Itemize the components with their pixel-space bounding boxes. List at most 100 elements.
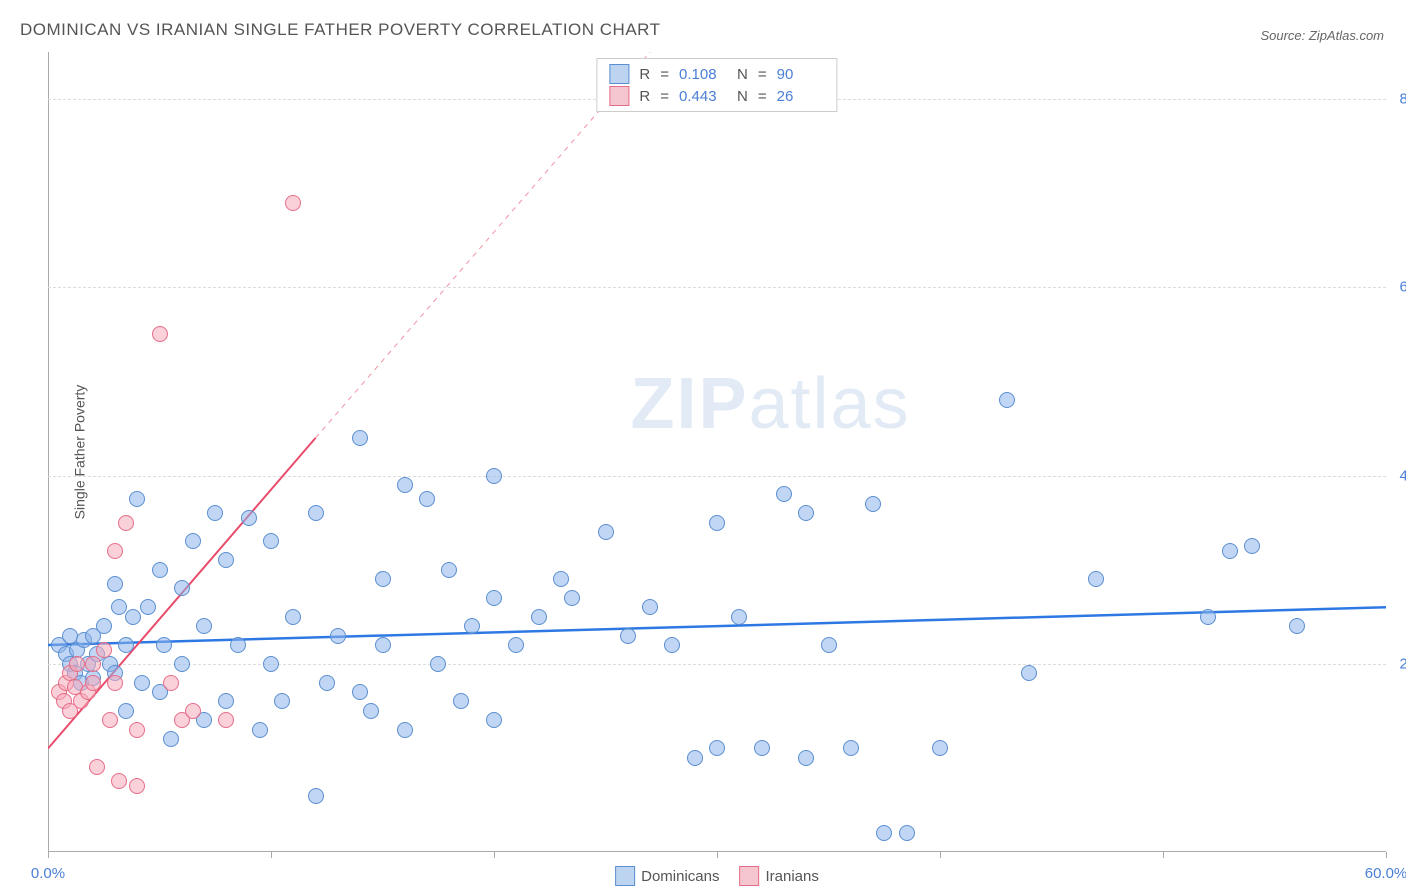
data-point — [843, 740, 859, 756]
data-point — [118, 637, 134, 653]
data-point — [152, 326, 168, 342]
legend-eq: = — [758, 66, 767, 83]
legend-swatch — [615, 866, 635, 886]
data-point — [876, 825, 892, 841]
data-point — [1222, 543, 1238, 559]
data-point — [1088, 571, 1104, 587]
legend-n-label: N — [737, 66, 748, 83]
data-point — [263, 533, 279, 549]
data-point — [163, 675, 179, 691]
data-point — [285, 609, 301, 625]
data-point — [319, 675, 335, 691]
legend-r-value: 0.108 — [679, 66, 727, 83]
data-point — [69, 656, 85, 672]
legend-swatch — [609, 86, 629, 106]
data-point — [241, 510, 257, 526]
data-point — [118, 515, 134, 531]
gridline — [48, 664, 1386, 665]
x-tick — [494, 852, 495, 858]
data-point — [174, 580, 190, 596]
data-point — [642, 599, 658, 615]
data-point — [564, 590, 580, 606]
legend-n-value: 90 — [777, 66, 825, 83]
data-point — [375, 637, 391, 653]
data-point — [821, 637, 837, 653]
data-point — [375, 571, 391, 587]
data-point — [363, 703, 379, 719]
x-tick-label: 0.0% — [31, 865, 65, 882]
data-point — [196, 618, 212, 634]
data-point — [531, 609, 547, 625]
data-point — [798, 750, 814, 766]
data-point — [185, 703, 201, 719]
data-point — [453, 693, 469, 709]
data-point — [899, 825, 915, 841]
legend-eq: = — [660, 88, 669, 105]
data-point — [163, 731, 179, 747]
data-point — [218, 552, 234, 568]
data-point — [118, 703, 134, 719]
data-point — [709, 515, 725, 531]
legend-r-label: R — [639, 88, 650, 105]
data-point — [207, 505, 223, 521]
watermark: ZIPatlas — [630, 363, 910, 445]
data-point — [508, 637, 524, 653]
legend-swatch — [740, 866, 760, 886]
data-point — [174, 656, 190, 672]
data-point — [85, 675, 101, 691]
watermark-zip: ZIP — [630, 364, 748, 444]
y-axis-line — [48, 52, 49, 852]
data-point — [620, 628, 636, 644]
data-point — [486, 590, 502, 606]
data-point — [1021, 665, 1037, 681]
data-point — [308, 505, 324, 521]
y-tick-label: 80.0% — [1399, 91, 1406, 108]
legend-n-label: N — [737, 88, 748, 105]
data-point — [419, 491, 435, 507]
data-point — [185, 533, 201, 549]
x-tick — [940, 852, 941, 858]
data-point — [134, 675, 150, 691]
y-tick-label: 60.0% — [1399, 279, 1406, 296]
series-legend-label: Dominicans — [641, 868, 719, 885]
data-point — [1289, 618, 1305, 634]
data-point — [218, 712, 234, 728]
data-point — [430, 656, 446, 672]
legend-row: R=0.108N=90 — [609, 63, 824, 85]
x-tick-label: 60.0% — [1365, 865, 1406, 882]
data-point — [486, 468, 502, 484]
data-point — [285, 195, 301, 211]
y-tick-label: 40.0% — [1399, 467, 1406, 484]
data-point — [464, 618, 480, 634]
data-point — [129, 778, 145, 794]
data-point — [731, 609, 747, 625]
chart-title: DOMINICAN VS IRANIAN SINGLE FATHER POVER… — [20, 20, 661, 40]
data-point — [441, 562, 457, 578]
source-attribution: Source: ZipAtlas.com — [1260, 28, 1384, 43]
x-tick — [48, 852, 49, 858]
data-point — [129, 491, 145, 507]
chart-container: Single Father Poverty ZIPatlas 20.0%40.0… — [48, 52, 1386, 852]
legend-n-value: 26 — [777, 88, 825, 105]
series-legend-label: Iranians — [766, 868, 819, 885]
data-point — [664, 637, 680, 653]
data-point — [89, 759, 105, 775]
legend-r-label: R — [639, 66, 650, 83]
data-point — [107, 576, 123, 592]
data-point — [140, 599, 156, 615]
data-point — [218, 693, 234, 709]
data-point — [111, 773, 127, 789]
data-point — [932, 740, 948, 756]
data-point — [709, 740, 725, 756]
data-point — [96, 642, 112, 658]
data-point — [553, 571, 569, 587]
y-tick-label: 20.0% — [1399, 655, 1406, 672]
data-point — [687, 750, 703, 766]
data-point — [1200, 609, 1216, 625]
x-tick — [1386, 852, 1387, 858]
data-point — [865, 496, 881, 512]
data-point — [252, 722, 268, 738]
data-point — [754, 740, 770, 756]
data-point — [85, 656, 101, 672]
legend-eq: = — [758, 88, 767, 105]
